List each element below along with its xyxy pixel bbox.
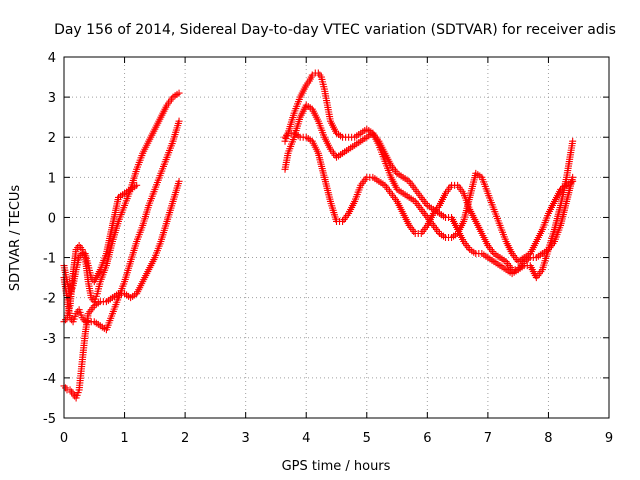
data-series [60,69,577,402]
x-tick-label: 2 [181,431,189,446]
y-tick-label: 2 [48,131,56,146]
y-tick-label: -2 [43,292,56,307]
y-tick-label: -3 [43,332,56,347]
series-track-4 [60,181,141,298]
y-tick-label: 0 [48,211,56,226]
x-tick-label: 0 [60,431,68,446]
x-tick-label: 4 [302,431,310,446]
grid [64,57,609,418]
x-axis-label: GPS time / hours [282,459,391,474]
series-track-7 [281,129,577,282]
axis-ticks: 0 1 2 3 4 5 6 7 8 9 -5 -4 -3 -2 -1 0 1 2 3 4 [43,51,613,446]
x-tick-label: 3 [242,431,250,446]
y-axis-label: SDTVAR / TECUs [8,185,23,292]
chart-title: Day 156 of 2014, Sidereal Day-to-day VTE… [54,22,616,38]
y-tick-label: -1 [43,252,56,267]
x-tick-label: 5 [363,431,371,446]
y-tick-label: 4 [48,51,56,66]
x-tick-label: 6 [423,431,431,446]
x-tick-label: 1 [120,431,128,446]
data-point [133,181,141,189]
data-point [175,89,183,97]
data-point [175,117,183,125]
series-track-3 [60,177,183,402]
data-point [569,173,577,181]
x-tick-label: 7 [484,431,492,446]
plot-frame [63,56,610,419]
data-point [569,137,577,145]
y-tick-label: 1 [48,171,56,186]
series-track-5 [281,69,577,266]
data-point [175,177,183,185]
y-tick-label: -5 [43,412,56,427]
series-track-2 [60,117,183,334]
y-tick-label: -4 [43,372,56,387]
y-tick-label: 3 [48,91,56,106]
x-tick-label: 9 [605,431,613,446]
x-tick-label: 8 [544,431,552,446]
